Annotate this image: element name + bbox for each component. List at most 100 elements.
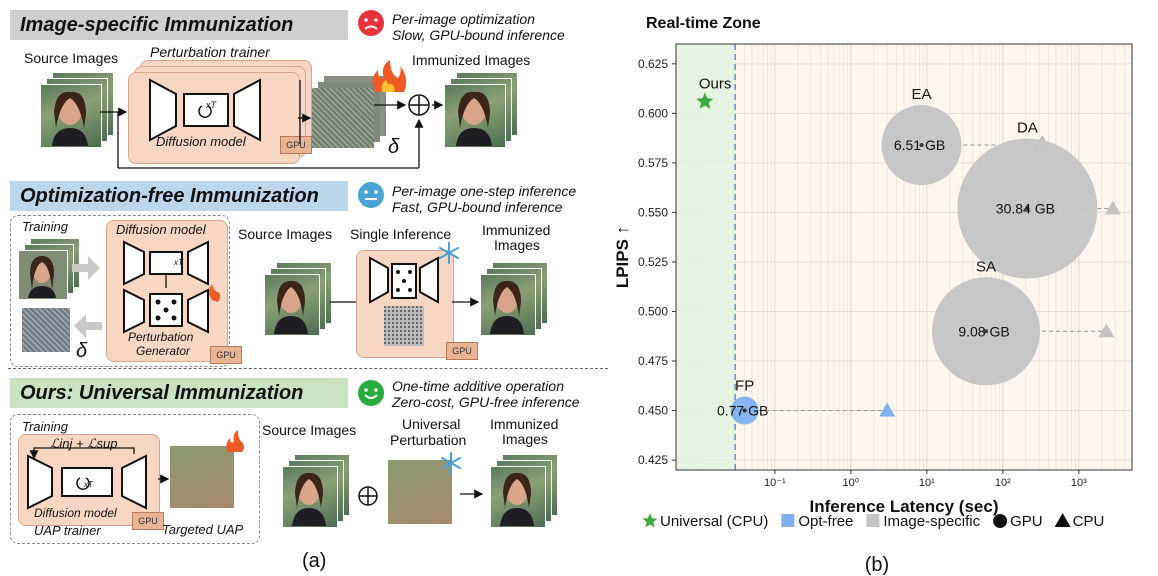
fire-icon	[372, 60, 407, 92]
gpu-chip-icon: GPU	[446, 342, 478, 360]
add-operator-icon	[408, 94, 430, 116]
section1-note1: Per-image optimization	[392, 11, 535, 27]
legend-text-4: CPU	[1073, 513, 1105, 530]
section1-arrows	[100, 80, 444, 169]
x-tick-label: 10¹	[919, 477, 935, 489]
y-tick-label: 0.525	[638, 255, 668, 269]
source-images-label: Source Images	[262, 422, 357, 438]
face-icon	[274, 280, 308, 334]
delta-label: δ	[76, 340, 88, 362]
training-label: Training	[22, 419, 69, 434]
legend-text-3: GPU	[1010, 513, 1043, 530]
universal-perturbation-image	[388, 460, 452, 524]
latency-lpips-chart: 0.425 0.450 0.475 0.500 0.525 0.550 0.575 0.600…	[613, 15, 1133, 576]
training-panel	[10, 215, 230, 367]
face-icon	[456, 91, 492, 146]
generator-icon	[123, 240, 220, 334]
caption-b: (b)	[865, 554, 889, 576]
uap-trainer-label: UAP trainer	[34, 523, 101, 538]
generator-inference-icon	[369, 256, 439, 346]
face-icon	[292, 472, 326, 526]
x-tick-label: 10³	[1071, 477, 1087, 489]
legend-text-0: Universal (CPU)	[660, 513, 768, 530]
legend-marker-0	[642, 513, 658, 528]
immunized-images-label: Immunized Images	[412, 52, 531, 68]
diffusion-model-icon	[149, 78, 261, 142]
cpu-marker-sa	[1098, 323, 1115, 338]
noise-delta	[312, 88, 374, 148]
section-divider	[8, 368, 608, 369]
memory-label-da: 30.84 GB	[996, 200, 1055, 216]
targeted-uap-label: Targeted UAP	[162, 522, 244, 537]
plot-frame	[675, 43, 1133, 471]
section2-note2: Fast, GPU-bound inference	[392, 199, 563, 215]
face-icon	[28, 256, 56, 298]
legend-marker-2	[866, 514, 880, 527]
gpu-chip-icon: GPU	[132, 512, 164, 530]
delta-label: δ	[388, 136, 400, 158]
fire-icon	[226, 430, 244, 452]
diffusion-model-label: Diffusion model	[116, 222, 206, 237]
section2-note1: Per-image one-step inference	[392, 183, 577, 199]
section2-title: Optimization-free Immunization	[10, 181, 348, 211]
y-tick-label: 0.500	[638, 304, 668, 318]
generator-label-line2: Generator	[136, 344, 191, 358]
loss-label: ℒinj + ℒsup	[50, 436, 118, 451]
bubble-center-sa	[984, 329, 989, 334]
section2-arrows	[330, 297, 480, 307]
point-label-da: DA	[1017, 119, 1038, 136]
diffusion-model-label: Diffusion model	[156, 134, 246, 149]
cpu-marker-fp	[879, 402, 896, 417]
x-tick-label: 10⁰	[843, 477, 860, 489]
caption-a: (a)	[302, 550, 327, 572]
memory-label-ea: 6.51 GB	[894, 137, 945, 153]
y-axis-label: LPIPS ↑	[613, 226, 632, 288]
legend-marker-4	[1054, 513, 1071, 527]
neutral-face-icon	[358, 182, 384, 208]
y-tick-label: 0.625	[638, 57, 668, 71]
y-tick-label: 0.475	[638, 354, 668, 368]
point-label-ea: EA	[912, 86, 932, 103]
xt-label: xT	[206, 100, 216, 110]
x-tick-label: 10²	[995, 477, 1011, 489]
xt-label: xT	[174, 258, 183, 267]
universal-label-line1: Universal	[402, 416, 461, 432]
legend-marker-1	[781, 514, 795, 527]
x-tick-label: 10⁻¹	[764, 477, 786, 489]
legend-text-2: Image-specific	[883, 513, 980, 530]
snowflake-icon	[439, 242, 459, 264]
face-icon	[52, 91, 88, 146]
training-label: Training	[22, 219, 69, 234]
section1-title: Image-specific Immunization	[10, 10, 348, 40]
learned-perturbation	[22, 308, 70, 352]
gray-arrows	[72, 256, 102, 338]
trainer-label: Perturbation trainer	[150, 44, 270, 60]
y-tick-label: 0.450	[638, 404, 668, 418]
memory-label-sa: 9.08 GB	[958, 323, 1009, 339]
y-tick-label: 0.425	[638, 453, 668, 467]
section1-note2: Slow, GPU-bound inference	[392, 27, 565, 43]
point-label-ours: Ours	[699, 75, 732, 92]
y-tick-label: 0.550	[638, 205, 668, 219]
legend-text-1: Opt-free	[798, 513, 853, 530]
snowflake-icon	[441, 452, 461, 474]
point-label-sa: SA	[976, 258, 996, 275]
section3-note1: One-time additive operation	[392, 378, 564, 394]
uap-diffusion-icon	[27, 447, 147, 510]
add-operator-icon	[358, 486, 378, 506]
chart-title: Real-time Zone	[646, 15, 761, 32]
x-axis-label: Inference Latency (sec)	[810, 497, 999, 516]
bubble-center-da	[1025, 206, 1030, 211]
generator-label-line1: Perturbation	[128, 330, 194, 344]
xt-label: xT	[84, 480, 93, 489]
immunized-label-line2: Images	[494, 237, 540, 253]
targeted-uap-image	[170, 446, 234, 508]
realtime-zone	[676, 44, 736, 470]
sad-face-icon	[358, 10, 384, 36]
face-icon	[490, 280, 524, 334]
section3-title: Ours: Universal Immunization	[10, 378, 348, 408]
source-images-label: Source Images	[238, 226, 333, 242]
immunized-label-line1: Immunized	[482, 222, 551, 238]
happy-face-icon	[358, 380, 384, 406]
